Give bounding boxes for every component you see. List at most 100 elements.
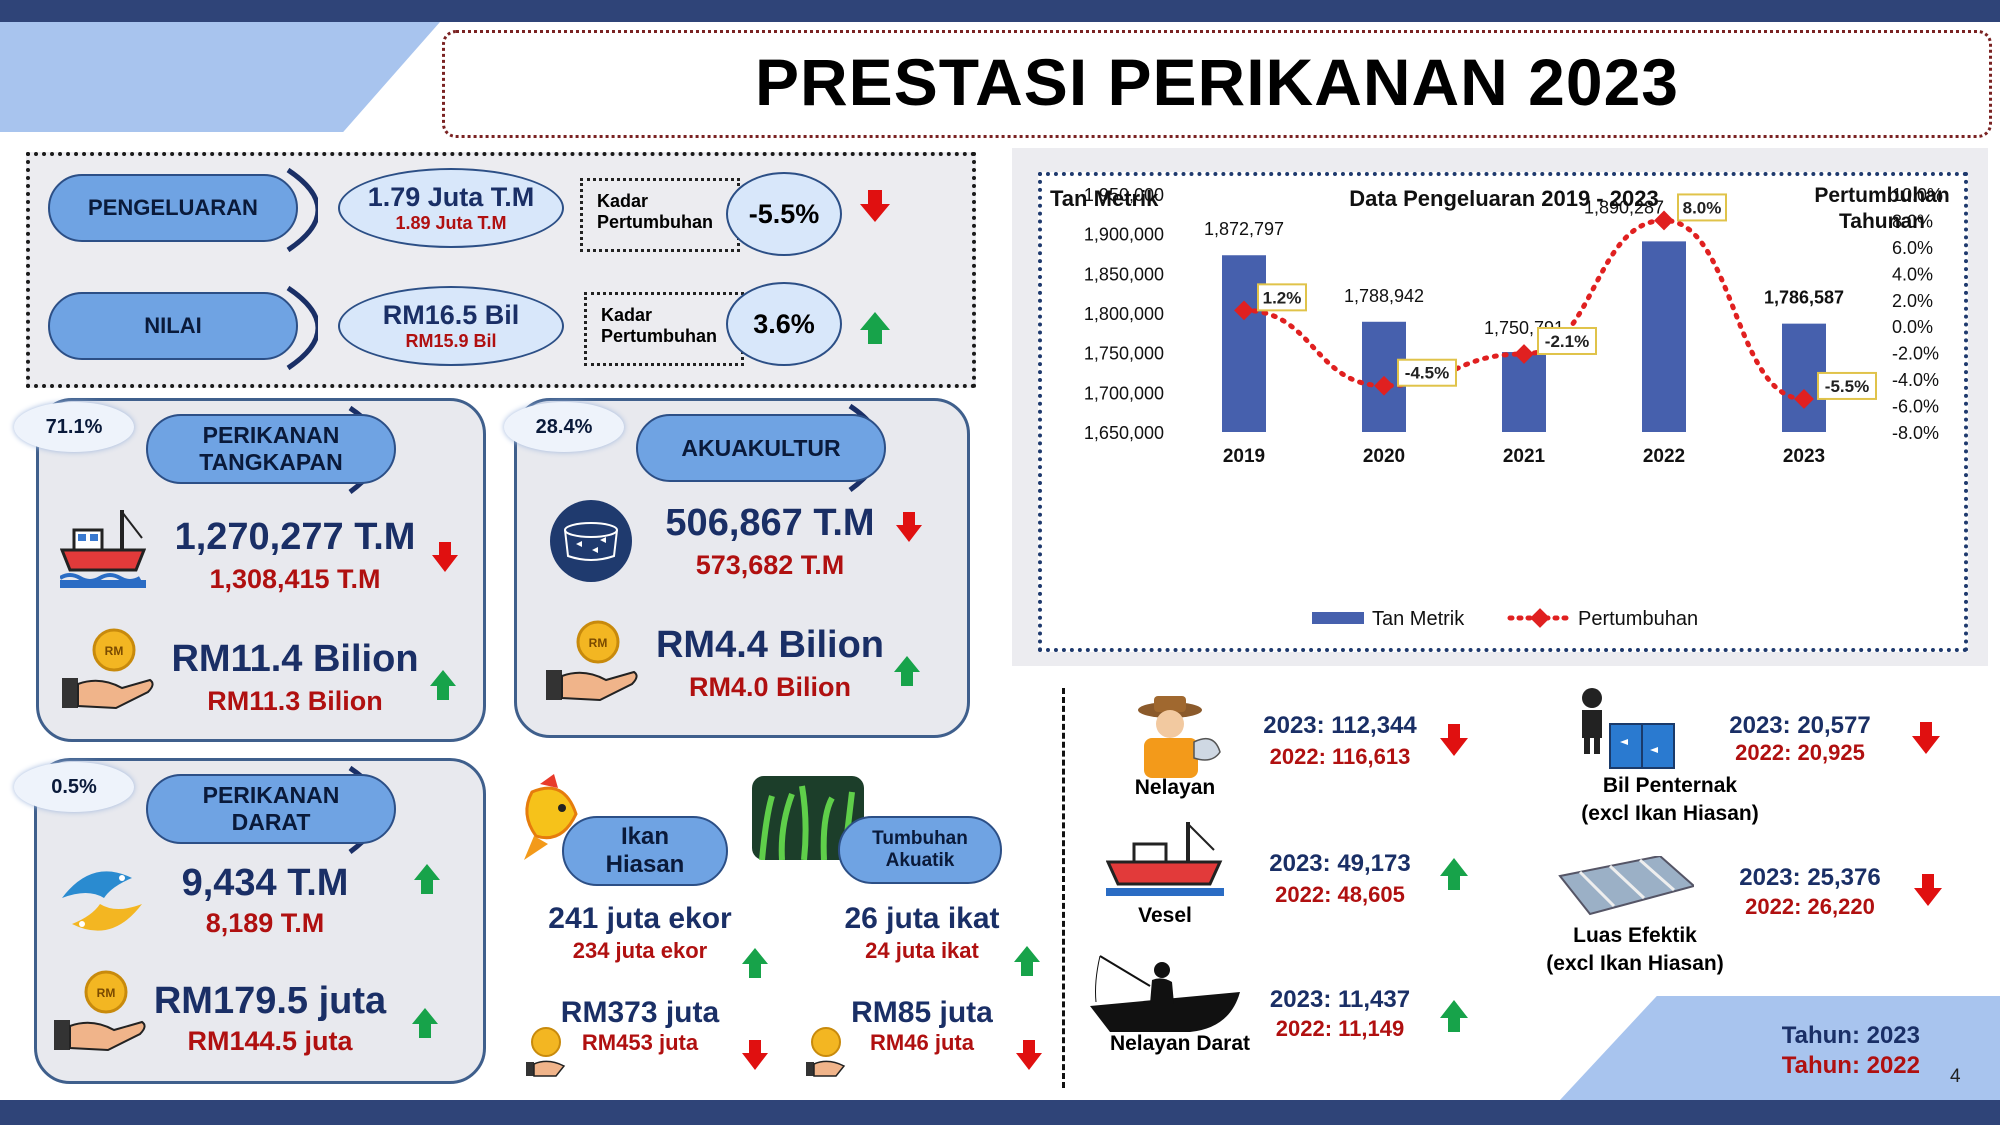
up-arrow-icon bbox=[742, 948, 768, 978]
nilai-value: RM16.5 Bil bbox=[382, 300, 520, 330]
bar bbox=[1642, 241, 1686, 432]
pertumbuhan-label: Pertumbuhan bbox=[601, 326, 718, 346]
growth-data-label: -5.5% bbox=[1817, 371, 1877, 400]
luas-2023: 2023: 25,376 bbox=[1739, 864, 1881, 891]
fishing-boat-icon bbox=[60, 510, 146, 588]
hiasan-qty-prev: 234 juta ekor bbox=[572, 938, 708, 963]
legend-line-marker bbox=[1530, 608, 1550, 628]
legend-2023: Tahun: 2023 bbox=[1781, 1022, 1920, 1049]
darat-label: PERIKANAN DARAT bbox=[146, 774, 396, 844]
y2-tick-label: -4.0% bbox=[1892, 370, 1939, 390]
pengeluaran-kadar-box: Kadar Pertumbuhan bbox=[580, 178, 740, 252]
inland-fisherman-icon bbox=[1090, 955, 1240, 1032]
y2-tick-label: 2.0% bbox=[1892, 291, 1933, 311]
page-number: 4 bbox=[1950, 1066, 1961, 1087]
penternak-label-1: Bil Penternak bbox=[1602, 774, 1738, 797]
darat-label-2: DARAT bbox=[231, 809, 311, 835]
up-arrow-icon bbox=[1014, 946, 1040, 976]
bar-data-label: 1,788,942 bbox=[1344, 286, 1424, 306]
y-tick-label: 1,750,000 bbox=[1084, 344, 1164, 364]
pengeluaran-rate: -5.5% bbox=[748, 198, 820, 229]
pengeluaran-bubble: 1.79 Juta T.M 1.89 Juta T.M bbox=[338, 168, 564, 248]
darat-qty: 9,434 T.M bbox=[181, 862, 349, 904]
nelayan-darat-2022: 2022: 11,149 bbox=[1275, 1016, 1405, 1041]
title-frame bbox=[442, 30, 1992, 138]
tangkapan-label-1: PERIKANAN bbox=[202, 422, 340, 448]
y2-tick-label: -2.0% bbox=[1892, 344, 1939, 364]
x-tick-label: 2021 bbox=[1503, 446, 1546, 467]
pengeluaran-label: PENGELUARAN bbox=[48, 174, 298, 242]
darat-qty-prev: 8,189 T.M bbox=[205, 908, 325, 938]
production-chart: Tan Metrik Data Pengeluaran 2019 - 2023 … bbox=[1050, 184, 1950, 630]
nilai-kadar-box: Kadar Pertumbuhan bbox=[584, 292, 744, 366]
chart-y2label-1: Pertumbuhan bbox=[1814, 184, 1949, 207]
corner-decoration bbox=[0, 22, 440, 132]
y-tick-label: 1,850,000 bbox=[1084, 264, 1164, 284]
pengeluaran-prev: 1.89 Juta T.M bbox=[395, 213, 507, 233]
up-arrow-icon bbox=[412, 1008, 438, 1038]
akuakultur-share: 28.4% bbox=[504, 402, 624, 452]
akuakultur-qty-prev: 573,682 T.M bbox=[695, 550, 845, 580]
growth-data-label: 1.2% bbox=[1257, 283, 1307, 312]
growth-point bbox=[1794, 389, 1814, 409]
down-arrow-icon bbox=[860, 190, 890, 222]
pengeluaran-rate-bubble: -5.5% bbox=[726, 172, 842, 256]
fish-ponds-icon bbox=[1558, 856, 1694, 916]
bar-data-label: 1,786,587 bbox=[1764, 288, 1844, 308]
penternak-2022: 2022: 20,925 bbox=[1735, 740, 1865, 765]
label-text: -4.5% bbox=[1405, 364, 1449, 383]
top-bar bbox=[0, 0, 2000, 22]
chart-y2label-2: Tahunan bbox=[1839, 210, 1925, 233]
nelayan-2023: 2023: 112,344 bbox=[1263, 712, 1417, 739]
down-arrow-icon bbox=[1016, 1040, 1042, 1070]
akuakultur-qty: 506,867 T.M bbox=[665, 502, 875, 544]
hiasan-val: RM373 juta bbox=[560, 996, 720, 1029]
y-tick-label: 1,950,000 bbox=[1084, 185, 1164, 205]
up-arrow-icon bbox=[1440, 858, 1468, 890]
hiasan-label-1: Ikan bbox=[620, 823, 670, 850]
nilai-label: NILAI bbox=[48, 292, 298, 360]
growth-point bbox=[1374, 375, 1394, 396]
darat-val: RM179.5 juta bbox=[153, 980, 387, 1022]
fish-cage-icon bbox=[550, 500, 632, 582]
legend-2022: Tahun: 2022 bbox=[1781, 1052, 1920, 1079]
tangkapan-qty-prev: 1,308,415 T.M bbox=[209, 564, 381, 594]
penternak-label-2: (excl Ikan Hiasan) bbox=[1581, 802, 1759, 825]
tangkapan-label-2: TANGKAPAN bbox=[199, 449, 343, 475]
label-box bbox=[1677, 193, 1727, 222]
label-box bbox=[1257, 283, 1307, 312]
vesel-2023: 2023: 49,173 bbox=[1269, 850, 1411, 877]
tangkapan-share: 71.1% bbox=[14, 402, 134, 452]
label-box bbox=[1817, 371, 1877, 400]
section-divider bbox=[1062, 688, 1065, 1088]
growth-data-label: 8.0% bbox=[1677, 193, 1727, 222]
ornamental-fish-icon bbox=[524, 774, 578, 860]
tangkapan-label: PERIKANAN TANGKAPAN bbox=[146, 414, 396, 484]
legend-line-label: Pertumbuhan bbox=[1578, 608, 1698, 630]
darat-val-prev: RM144.5 juta bbox=[187, 1026, 353, 1056]
label-box bbox=[1537, 326, 1597, 355]
nilai-rate: 3.6% bbox=[753, 308, 815, 339]
tumbuhan-qty: 26 juta ikat bbox=[844, 902, 1000, 935]
pengeluaran-tag: PENGELUARAN bbox=[48, 167, 318, 253]
y-tick-label: 1,650,000 bbox=[1084, 423, 1164, 443]
akuakultur-val-prev: RM4.0 Bilion bbox=[688, 672, 851, 702]
bar-data-label: 1,890,287 bbox=[1584, 197, 1664, 217]
down-arrow-icon bbox=[742, 1040, 768, 1070]
up-arrow-icon bbox=[894, 656, 920, 686]
y-tick-label: 1,700,000 bbox=[1084, 383, 1164, 403]
growth-point bbox=[1234, 300, 1254, 321]
tumbuhan-val-prev: RM46 juta bbox=[870, 1030, 974, 1055]
legend-bar-label: Tan Metrik bbox=[1372, 608, 1465, 630]
page-title: PRESTASI PERIKANAN 2023 bbox=[754, 45, 1680, 119]
nilai-prev: RM15.9 Bil bbox=[405, 331, 497, 351]
hiasan-val-prev: RM453 juta bbox=[581, 1030, 699, 1055]
money-hand-icon: RM bbox=[62, 628, 154, 710]
chart-ylabel: Tan Metrik bbox=[1050, 186, 1159, 211]
y2-tick-label: 8.0% bbox=[1892, 211, 1933, 231]
y2-tick-label: -6.0% bbox=[1892, 397, 1939, 417]
fish-icon bbox=[62, 871, 142, 931]
nilai-bubble: RM16.5 Bil RM15.9 Bil bbox=[338, 286, 564, 366]
coin-label: RM bbox=[589, 636, 608, 650]
y2-tick-label: 10.0% bbox=[1892, 185, 1943, 205]
